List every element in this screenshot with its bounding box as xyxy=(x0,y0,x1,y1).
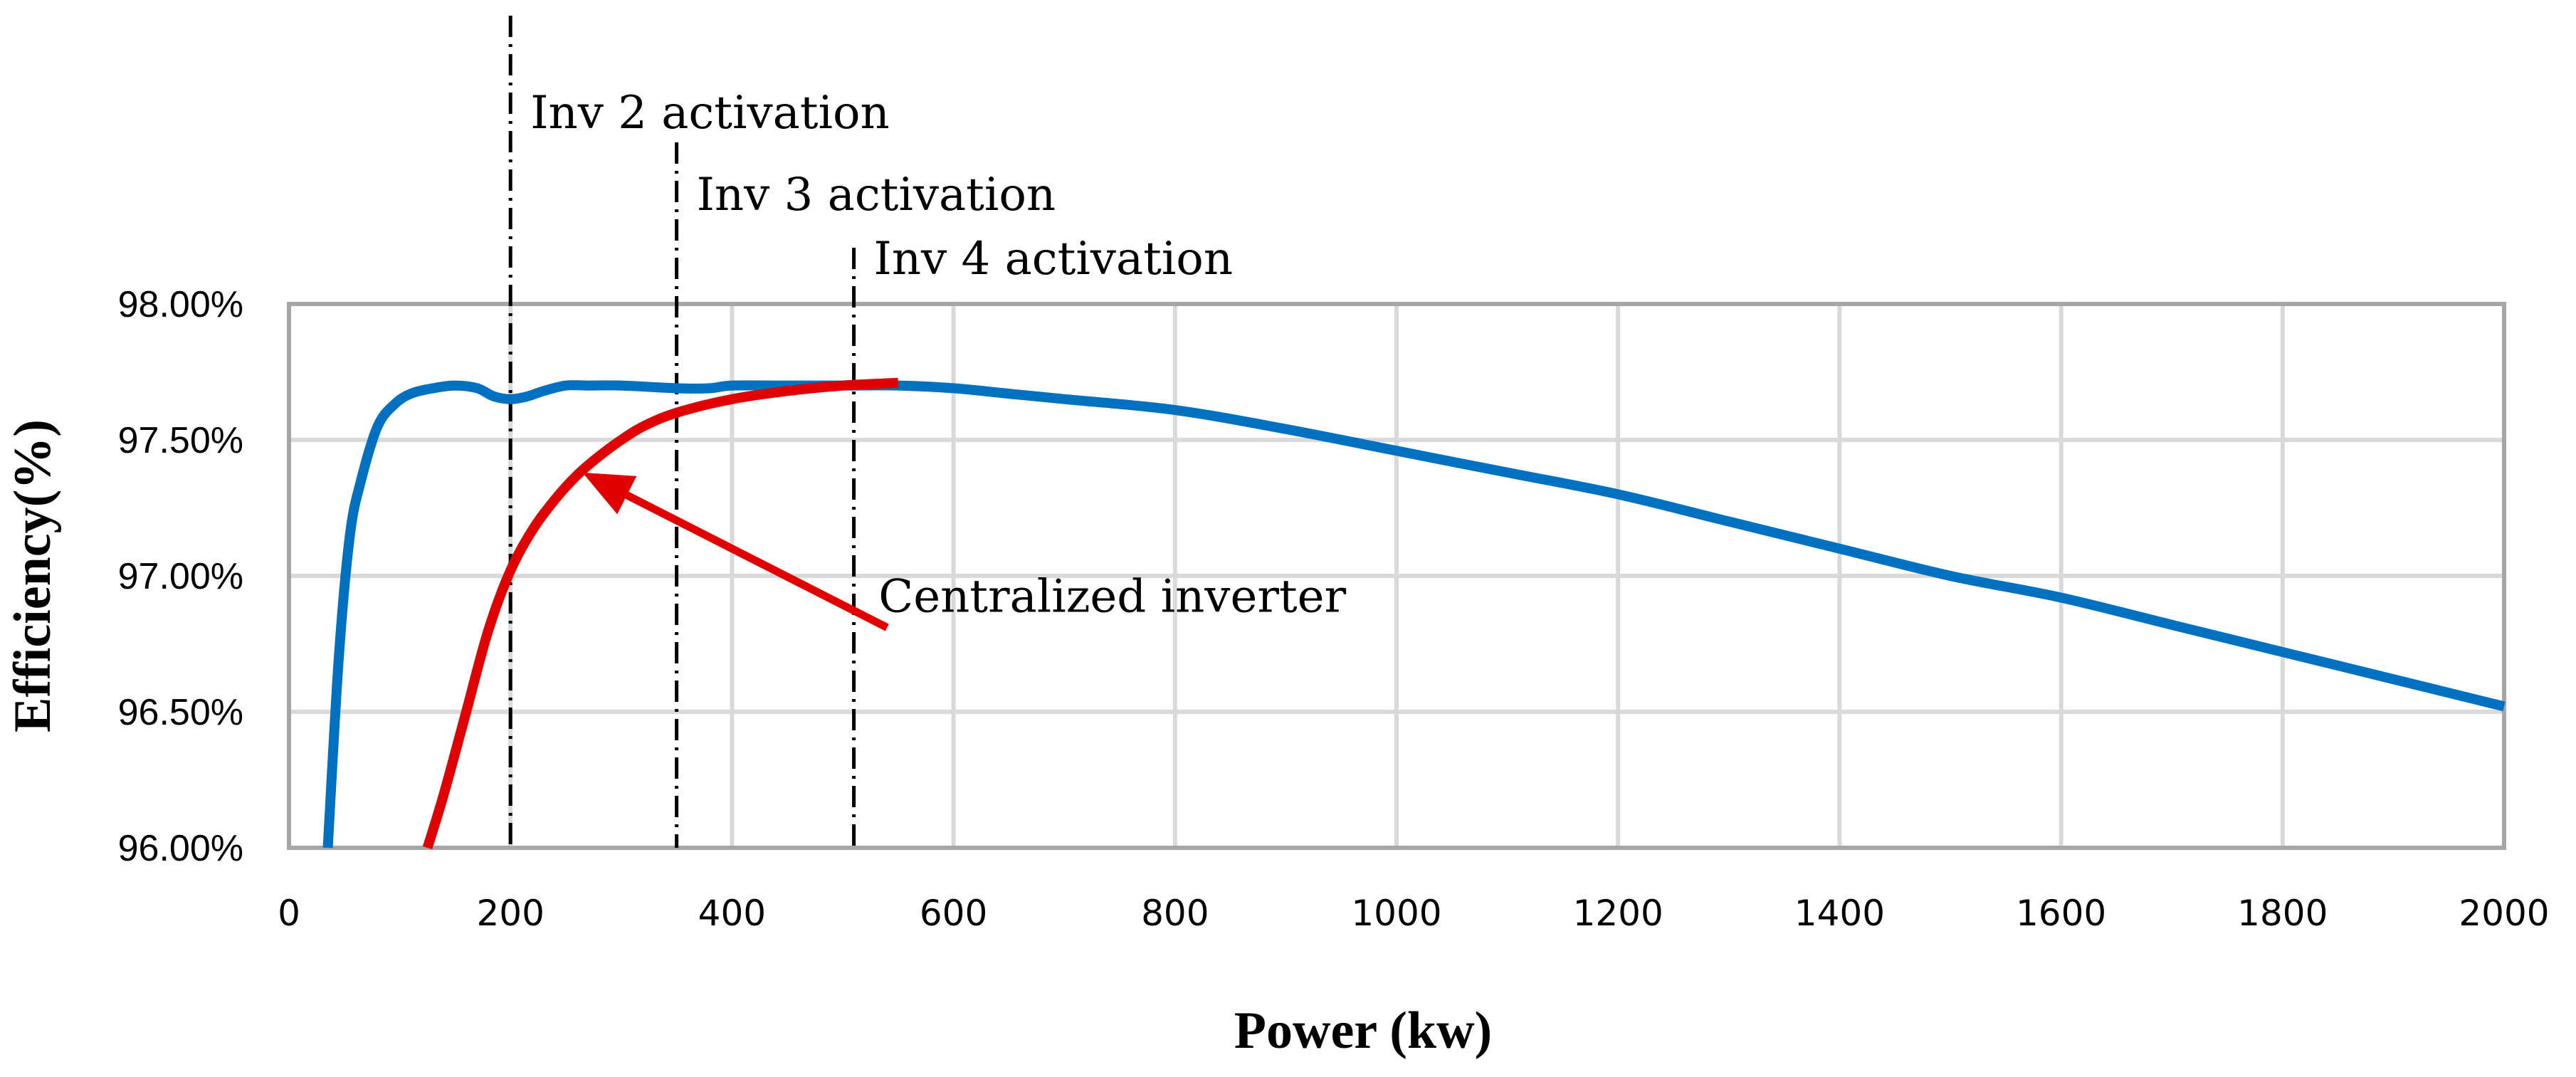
activation-marker-label: Inv 2 activation xyxy=(530,87,889,140)
x-tick-label: 1200 xyxy=(1573,893,1663,934)
x-tick-label: 200 xyxy=(476,893,544,934)
y-axis-title: Efficiency(%) xyxy=(4,419,62,732)
y-tick-label: 96.50% xyxy=(118,692,243,733)
plot-frame xyxy=(287,302,2506,850)
x-tick-label: 1600 xyxy=(2016,893,2106,934)
annotation-label: Centralized inverter xyxy=(878,571,1346,624)
x-axis-title: Power (kw) xyxy=(1234,1002,1492,1060)
x-tick-label: 0 xyxy=(278,893,300,934)
y-tick-label: 98.00% xyxy=(118,284,243,325)
x-tick-label: 800 xyxy=(1141,893,1209,934)
x-tick-label: 1400 xyxy=(1794,893,1885,934)
annotations: Centralized inverter xyxy=(582,472,1347,631)
series xyxy=(322,377,2506,850)
y-tick-label: 96.00% xyxy=(118,828,243,869)
series-line-multi-inverter xyxy=(322,380,2506,849)
x-tick-label: 400 xyxy=(698,893,766,934)
annotation-arrow-shaft xyxy=(625,491,889,631)
activation-marker-label: Inv 3 activation xyxy=(697,169,1056,221)
y-tick-label: 97.50% xyxy=(118,420,243,461)
y-tick-label: 97.00% xyxy=(118,556,243,597)
x-tick-label: 1800 xyxy=(2237,893,2328,934)
x-axis-ticks: 0 200 400 600 800 1000 1200 1400 1600 1800 2000 xyxy=(278,893,2550,934)
x-tick-label: 1000 xyxy=(1351,893,1441,934)
activation-markers: Inv 2 activation Inv 3 activation Inv 4 ac… xyxy=(508,16,1234,848)
x-tick-label: 2000 xyxy=(2459,893,2549,934)
activation-marker-label: Inv 4 activation xyxy=(874,233,1234,285)
series-line-centralized xyxy=(422,377,899,850)
x-tick-label: 600 xyxy=(920,893,987,934)
y-axis-ticks: 96.00% 96.50% 97.00% 97.50% 98.00% xyxy=(118,284,243,869)
annotation-arrow-head xyxy=(582,472,637,515)
